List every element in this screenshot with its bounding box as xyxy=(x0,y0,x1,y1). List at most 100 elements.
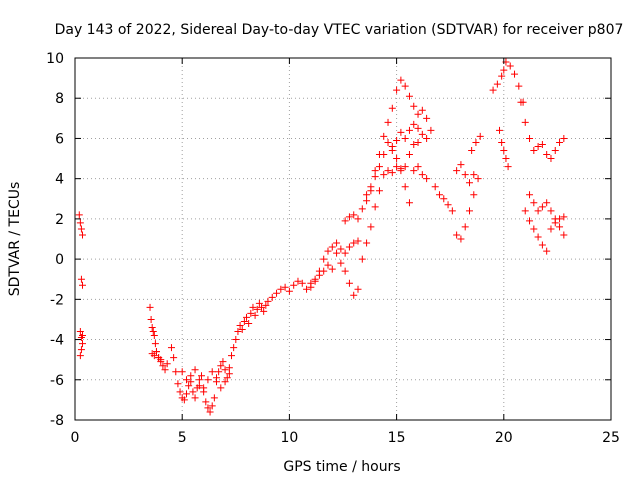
data-point xyxy=(236,321,244,329)
data-point xyxy=(380,132,388,140)
data-point xyxy=(161,366,169,374)
data-point xyxy=(225,364,233,372)
data-point xyxy=(474,175,482,183)
data-point xyxy=(504,163,512,171)
data-point xyxy=(174,380,182,388)
data-point xyxy=(163,360,171,368)
data-point xyxy=(189,388,197,396)
data-point xyxy=(76,328,84,336)
data-point xyxy=(345,213,353,221)
data-point xyxy=(213,374,221,382)
data-point xyxy=(76,352,84,360)
data-point xyxy=(556,138,564,146)
data-point xyxy=(320,267,328,275)
data-point xyxy=(221,366,229,374)
data-point xyxy=(538,241,546,249)
data-point xyxy=(208,368,216,376)
data-point xyxy=(210,394,218,402)
data-point xyxy=(187,378,195,386)
data-point xyxy=(534,142,542,150)
data-point xyxy=(358,205,366,213)
data-point xyxy=(502,155,510,163)
data-point xyxy=(354,237,362,245)
data-point xyxy=(238,326,246,333)
data-point xyxy=(423,134,431,142)
data-point xyxy=(79,281,87,289)
data-point xyxy=(268,293,276,301)
data-point xyxy=(500,66,508,74)
data-point xyxy=(172,368,180,376)
data-point xyxy=(350,239,358,247)
data-point xyxy=(498,138,506,146)
data-point xyxy=(526,134,534,142)
data-point xyxy=(397,167,405,175)
data-point xyxy=(375,151,383,159)
data-point xyxy=(204,404,212,412)
data-point xyxy=(551,147,559,155)
data-point xyxy=(328,243,336,251)
data-point xyxy=(77,225,85,233)
data-point xyxy=(149,328,157,336)
data-point xyxy=(176,388,184,396)
data-point xyxy=(405,126,413,134)
data-point xyxy=(448,207,456,215)
data-point xyxy=(418,130,426,138)
data-point xyxy=(401,82,409,90)
data-point xyxy=(453,231,461,239)
data-point xyxy=(77,275,85,283)
data-point xyxy=(200,388,208,396)
x-tick-label: 20 xyxy=(495,430,513,446)
y-tick-label: 8 xyxy=(55,91,64,107)
y-tick-label: 4 xyxy=(55,172,64,188)
data-point xyxy=(410,120,418,128)
data-point xyxy=(367,183,375,191)
data-point xyxy=(170,354,178,362)
data-point xyxy=(341,267,349,275)
data-point xyxy=(303,285,311,293)
data-point xyxy=(393,155,401,163)
data-point xyxy=(414,124,422,132)
data-point xyxy=(157,356,165,364)
data-point xyxy=(511,70,519,78)
data-point xyxy=(151,340,159,348)
data-point xyxy=(521,207,529,215)
data-point xyxy=(197,372,205,380)
data-point xyxy=(414,163,422,171)
data-point xyxy=(167,344,175,352)
data-point xyxy=(515,82,523,90)
data-point xyxy=(498,72,506,80)
data-point xyxy=(215,368,223,376)
data-point xyxy=(397,76,405,84)
data-point xyxy=(253,305,261,313)
data-point xyxy=(521,118,529,126)
x-tick-label: 0 xyxy=(71,430,80,446)
data-point xyxy=(401,134,409,142)
data-point xyxy=(530,199,538,207)
data-point xyxy=(560,134,568,142)
data-point xyxy=(465,179,473,187)
data-point xyxy=(77,346,85,354)
data-point xyxy=(410,167,418,175)
data-point xyxy=(461,223,469,231)
data-point xyxy=(223,374,231,382)
data-point xyxy=(401,163,409,171)
data-point xyxy=(228,352,236,360)
y-tick-label: 6 xyxy=(55,131,64,147)
data-point xyxy=(191,394,199,402)
data-point xyxy=(468,147,476,155)
data-point xyxy=(240,317,248,325)
data-point xyxy=(363,239,371,247)
data-point xyxy=(397,128,405,136)
data-point xyxy=(178,368,186,376)
data-point xyxy=(547,207,555,215)
data-point xyxy=(363,197,371,205)
data-point xyxy=(384,138,392,146)
data-point xyxy=(260,307,268,315)
data-point xyxy=(517,98,525,106)
data-point xyxy=(195,382,203,390)
data-point xyxy=(191,366,199,374)
data-point xyxy=(534,207,542,215)
y-tick-label: 2 xyxy=(55,212,64,228)
data-point xyxy=(543,151,551,159)
